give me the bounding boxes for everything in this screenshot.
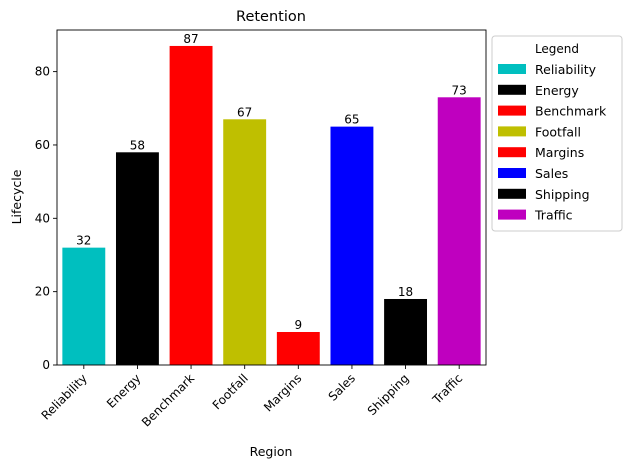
bar-energy (115, 152, 159, 365)
legend-label-footfall: Footfall (535, 124, 581, 139)
bar-value-label-reliability: 32 (76, 234, 91, 248)
legend-swatch-reliability (498, 64, 526, 74)
legend-box (491, 35, 623, 232)
x-tick-label-sales: Sales (326, 371, 358, 403)
bar-value-label-footfall: 67 (237, 105, 252, 119)
x-tick-label-shipping: Shipping (365, 371, 412, 418)
bar-value-label-shipping: 18 (398, 285, 413, 299)
y-tick-label-40: 40 (35, 211, 50, 225)
bar-footfall (223, 119, 267, 365)
y-tick-label-0: 0 (42, 358, 50, 372)
axes-frame (56, 29, 487, 366)
bar-value-label-energy: 58 (130, 138, 145, 152)
bar-margins (276, 331, 320, 365)
legend-label-traffic: Traffic (534, 208, 573, 223)
y-tick-label-60: 60 (35, 138, 50, 152)
legend-swatch-traffic (498, 209, 526, 220)
legend-label-reliability: Reliability (535, 62, 597, 77)
x-tick-label-benchmark: Benchmark (139, 371, 197, 429)
bar-value-label-traffic: 73 (452, 83, 467, 97)
legend-label-margins: Margins (535, 145, 584, 160)
bar-traffic (437, 97, 481, 365)
legend-label-energy: Energy (535, 83, 579, 98)
bar-reliability (62, 247, 106, 365)
legend: Legend Reliability Energy Benchmark Footfall… (491, 35, 623, 232)
x-axis-label: Region (250, 444, 293, 459)
legend-swatch-energy (498, 84, 526, 95)
bar-value-label-margins: 9 (294, 318, 302, 332)
legend-title: Legend (535, 42, 579, 56)
x-tick-label-reliability: Reliability (39, 371, 90, 422)
legend-swatch-footfall (498, 126, 526, 137)
bar-value-label-sales: 65 (344, 113, 359, 127)
x-tick-label-footfall: Footfall (210, 371, 251, 412)
plot-area: 32 58 87 67 9 65 18 73 0 20 40 60 80 Reliability Energ… (35, 29, 487, 429)
x-tick-label-margins: Margins (261, 371, 304, 414)
y-tick-label-20: 20 (35, 285, 50, 299)
legend-label-sales: Sales (535, 166, 568, 181)
bar-sales (330, 126, 374, 365)
y-tick-label-80: 80 (35, 65, 50, 79)
legend-label-benchmark: Benchmark (535, 104, 607, 119)
bar-value-label-benchmark: 87 (183, 32, 198, 46)
bar-benchmark (169, 45, 213, 365)
legend-label-shipping: Shipping (535, 187, 590, 202)
x-tick-label-traffic: Traffic (429, 371, 465, 407)
y-axis-label: Lifecycle (9, 169, 24, 224)
legend-swatch-sales (498, 168, 526, 178)
bar-shipping (384, 298, 428, 365)
legend-swatch-margins (498, 147, 526, 158)
legend-swatch-benchmark (498, 105, 526, 116)
x-tick-label-energy: Energy (104, 371, 144, 411)
chart-title: Retention (236, 9, 306, 25)
legend-swatch-shipping (498, 188, 526, 199)
